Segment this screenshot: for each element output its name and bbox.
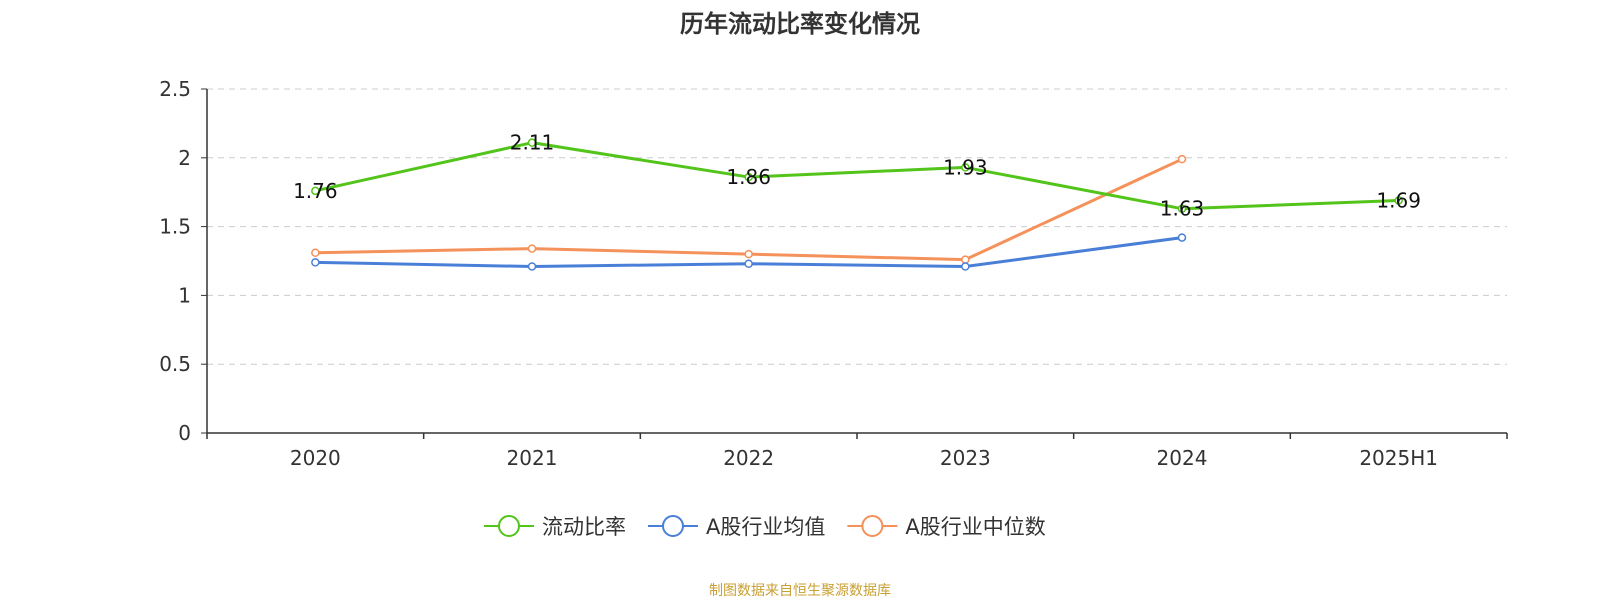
- x-tick-label: 2023: [940, 446, 991, 470]
- chart-title: 历年流动比率变化情况: [680, 10, 920, 38]
- legend-item[interactable]: A股行业中位数: [847, 515, 1046, 539]
- data-label: 1.69: [1376, 188, 1421, 212]
- grid-lines: [207, 88, 1507, 365]
- axes: 0 0.5 1 1.5 2 2.5 2020 2021 2022 2023 2024 2025H1: [159, 77, 1508, 470]
- y-tick-label: 0: [178, 421, 191, 445]
- legend-marker: [861, 515, 884, 537]
- data-point[interactable]: [961, 262, 970, 271]
- data-point[interactable]: [1177, 204, 1187, 213]
- legend-item[interactable]: A股行业均值: [648, 515, 825, 539]
- data-point[interactable]: [1177, 154, 1187, 164]
- data-label: 1.93: [943, 155, 988, 179]
- data-point[interactable]: [527, 262, 537, 271]
- data-label: 1.86: [726, 165, 771, 189]
- data-point[interactable]: [961, 255, 970, 264]
- y-tick-label: 0.5: [159, 352, 191, 376]
- data-point[interactable]: [527, 244, 537, 253]
- x-tick-label: 2022: [723, 446, 774, 470]
- data-point[interactable]: [527, 138, 537, 147]
- data-point[interactable]: [1394, 196, 1403, 205]
- y-tick-label: 1.5: [159, 215, 191, 239]
- x-tick-label: 2024: [1157, 446, 1208, 470]
- y-tick-label: 1: [178, 283, 191, 307]
- legend-label: A股行业均值: [706, 515, 825, 539]
- data-point[interactable]: [961, 163, 970, 172]
- x-tick-label: 2021: [507, 446, 558, 470]
- legend-label: A股行业中位数: [905, 515, 1045, 539]
- data-point[interactable]: [311, 258, 320, 267]
- data-point[interactable]: [311, 248, 320, 257]
- series-line: [315, 141, 1399, 211]
- data-point[interactable]: [1177, 233, 1187, 242]
- data-label: 1.63: [1160, 197, 1205, 221]
- data-point[interactable]: [311, 186, 320, 196]
- series-layer: [311, 138, 1403, 271]
- legend-marker: [498, 515, 520, 537]
- legend-item[interactable]: 流动比率: [484, 515, 626, 539]
- data-point[interactable]: [744, 249, 753, 259]
- y-tick-label: 2.5: [159, 77, 191, 101]
- y-tick-label: 2: [178, 146, 191, 170]
- x-tick-label: 2025H1: [1359, 446, 1438, 470]
- data-point[interactable]: [744, 259, 753, 269]
- data-source-note: 制图数据来自恒生聚源数据库: [709, 583, 891, 599]
- legend-label: 流动比率: [542, 515, 626, 539]
- legend[interactable]: 流动比率 A股行业均值 A股行业中位数: [484, 515, 1046, 539]
- x-tick-label: 2020: [290, 446, 341, 470]
- legend-marker: [662, 515, 684, 537]
- data-label: 2.11: [510, 131, 555, 155]
- data-label: 1.76: [293, 179, 338, 203]
- data-point[interactable]: [744, 172, 753, 182]
- data-labels: 1.76 2.11 1.86 1.93 1.63 1.69: [293, 131, 1421, 221]
